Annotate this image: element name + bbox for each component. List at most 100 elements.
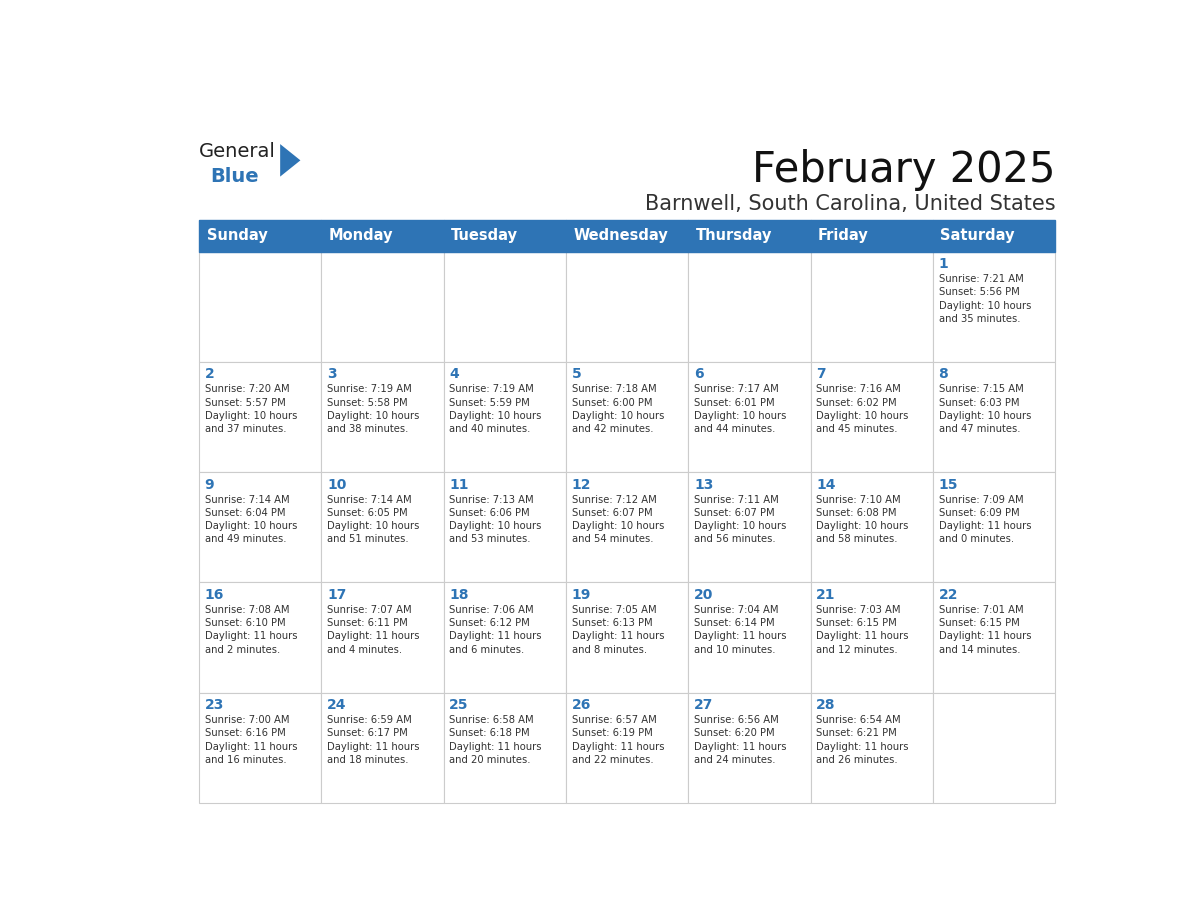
Text: 7: 7	[816, 367, 826, 382]
Text: 13: 13	[694, 477, 713, 492]
Text: Sunrise: 7:18 AM
Sunset: 6:00 PM
Daylight: 10 hours
and 42 minutes.: Sunrise: 7:18 AM Sunset: 6:00 PM Dayligh…	[571, 385, 664, 434]
Text: Sunrise: 7:03 AM
Sunset: 6:15 PM
Daylight: 11 hours
and 12 minutes.: Sunrise: 7:03 AM Sunset: 6:15 PM Dayligh…	[816, 605, 909, 655]
Bar	[933, 692, 1055, 803]
Bar	[322, 362, 444, 472]
Bar	[810, 252, 933, 362]
Bar	[567, 692, 688, 803]
Text: Sunrise: 6:57 AM
Sunset: 6:19 PM
Daylight: 11 hours
and 22 minutes.: Sunrise: 6:57 AM Sunset: 6:19 PM Dayligh…	[571, 715, 664, 765]
Bar	[200, 692, 322, 803]
Bar	[322, 472, 444, 582]
Bar	[933, 362, 1055, 472]
Text: Friday: Friday	[819, 229, 868, 243]
Text: Sunrise: 7:05 AM
Sunset: 6:13 PM
Daylight: 11 hours
and 8 minutes.: Sunrise: 7:05 AM Sunset: 6:13 PM Dayligh…	[571, 605, 664, 655]
Text: 24: 24	[327, 699, 347, 712]
Bar	[567, 219, 688, 252]
Bar	[444, 219, 567, 252]
Text: 20: 20	[694, 588, 713, 602]
Text: 28: 28	[816, 699, 836, 712]
Text: Sunrise: 7:17 AM
Sunset: 6:01 PM
Daylight: 10 hours
and 44 minutes.: Sunrise: 7:17 AM Sunset: 6:01 PM Dayligh…	[694, 385, 786, 434]
Text: Sunrise: 6:58 AM
Sunset: 6:18 PM
Daylight: 11 hours
and 20 minutes.: Sunrise: 6:58 AM Sunset: 6:18 PM Dayligh…	[449, 715, 542, 765]
Bar	[444, 252, 567, 362]
Text: Sunrise: 6:56 AM
Sunset: 6:20 PM
Daylight: 11 hours
and 24 minutes.: Sunrise: 6:56 AM Sunset: 6:20 PM Dayligh…	[694, 715, 786, 765]
Text: Sunrise: 6:59 AM
Sunset: 6:17 PM
Daylight: 11 hours
and 18 minutes.: Sunrise: 6:59 AM Sunset: 6:17 PM Dayligh…	[327, 715, 419, 765]
Bar	[567, 362, 688, 472]
Bar	[444, 692, 567, 803]
Bar	[322, 219, 444, 252]
Bar	[810, 692, 933, 803]
Text: 3: 3	[327, 367, 336, 382]
Bar	[688, 362, 810, 472]
Text: Sunday: Sunday	[207, 229, 267, 243]
Bar	[688, 692, 810, 803]
Bar	[444, 362, 567, 472]
Text: 17: 17	[327, 588, 347, 602]
Text: 22: 22	[939, 588, 958, 602]
Text: 9: 9	[204, 477, 214, 492]
Text: 25: 25	[449, 699, 469, 712]
Text: Sunrise: 7:12 AM
Sunset: 6:07 PM
Daylight: 10 hours
and 54 minutes.: Sunrise: 7:12 AM Sunset: 6:07 PM Dayligh…	[571, 495, 664, 544]
Bar	[810, 582, 933, 692]
Text: 4: 4	[449, 367, 459, 382]
Bar	[933, 472, 1055, 582]
Text: 11: 11	[449, 477, 469, 492]
Bar	[810, 472, 933, 582]
Text: Sunrise: 7:04 AM
Sunset: 6:14 PM
Daylight: 11 hours
and 10 minutes.: Sunrise: 7:04 AM Sunset: 6:14 PM Dayligh…	[694, 605, 786, 655]
Bar	[688, 219, 810, 252]
Text: Saturday: Saturday	[941, 229, 1015, 243]
Text: Sunrise: 6:54 AM
Sunset: 6:21 PM
Daylight: 11 hours
and 26 minutes.: Sunrise: 6:54 AM Sunset: 6:21 PM Dayligh…	[816, 715, 909, 765]
Text: 19: 19	[571, 588, 590, 602]
Bar	[933, 252, 1055, 362]
Text: Sunrise: 7:00 AM
Sunset: 6:16 PM
Daylight: 11 hours
and 16 minutes.: Sunrise: 7:00 AM Sunset: 6:16 PM Dayligh…	[204, 715, 297, 765]
Text: 16: 16	[204, 588, 225, 602]
Text: Sunrise: 7:19 AM
Sunset: 5:58 PM
Daylight: 10 hours
and 38 minutes.: Sunrise: 7:19 AM Sunset: 5:58 PM Dayligh…	[327, 385, 419, 434]
Bar	[322, 582, 444, 692]
Bar	[688, 252, 810, 362]
Bar	[688, 582, 810, 692]
Bar	[200, 252, 322, 362]
Text: Sunrise: 7:15 AM
Sunset: 6:03 PM
Daylight: 10 hours
and 47 minutes.: Sunrise: 7:15 AM Sunset: 6:03 PM Dayligh…	[939, 385, 1031, 434]
Text: February 2025: February 2025	[752, 149, 1055, 191]
Text: 21: 21	[816, 588, 836, 602]
Text: Blue: Blue	[210, 167, 259, 186]
Polygon shape	[280, 144, 301, 176]
Text: Sunrise: 7:08 AM
Sunset: 6:10 PM
Daylight: 11 hours
and 2 minutes.: Sunrise: 7:08 AM Sunset: 6:10 PM Dayligh…	[204, 605, 297, 655]
Text: Sunrise: 7:14 AM
Sunset: 6:05 PM
Daylight: 10 hours
and 51 minutes.: Sunrise: 7:14 AM Sunset: 6:05 PM Dayligh…	[327, 495, 419, 544]
Bar	[322, 252, 444, 362]
Text: 10: 10	[327, 477, 347, 492]
Bar	[567, 252, 688, 362]
Text: Sunrise: 7:11 AM
Sunset: 6:07 PM
Daylight: 10 hours
and 56 minutes.: Sunrise: 7:11 AM Sunset: 6:07 PM Dayligh…	[694, 495, 786, 544]
Text: Monday: Monday	[329, 229, 393, 243]
Text: Sunrise: 7:20 AM
Sunset: 5:57 PM
Daylight: 10 hours
and 37 minutes.: Sunrise: 7:20 AM Sunset: 5:57 PM Dayligh…	[204, 385, 297, 434]
Text: Sunrise: 7:19 AM
Sunset: 5:59 PM
Daylight: 10 hours
and 40 minutes.: Sunrise: 7:19 AM Sunset: 5:59 PM Dayligh…	[449, 385, 542, 434]
Text: Sunrise: 7:09 AM
Sunset: 6:09 PM
Daylight: 11 hours
and 0 minutes.: Sunrise: 7:09 AM Sunset: 6:09 PM Dayligh…	[939, 495, 1031, 544]
Bar	[810, 219, 933, 252]
Bar	[567, 472, 688, 582]
Bar	[444, 582, 567, 692]
Text: 27: 27	[694, 699, 713, 712]
Bar	[322, 692, 444, 803]
Bar	[200, 362, 322, 472]
Text: Sunrise: 7:10 AM
Sunset: 6:08 PM
Daylight: 10 hours
and 58 minutes.: Sunrise: 7:10 AM Sunset: 6:08 PM Dayligh…	[816, 495, 909, 544]
Text: 15: 15	[939, 477, 958, 492]
Text: 2: 2	[204, 367, 214, 382]
Text: Thursday: Thursday	[696, 229, 772, 243]
Bar	[933, 219, 1055, 252]
Bar	[200, 219, 322, 252]
Text: 8: 8	[939, 367, 948, 382]
Text: Sunrise: 7:01 AM
Sunset: 6:15 PM
Daylight: 11 hours
and 14 minutes.: Sunrise: 7:01 AM Sunset: 6:15 PM Dayligh…	[939, 605, 1031, 655]
Text: 6: 6	[694, 367, 703, 382]
Bar	[688, 472, 810, 582]
Text: Barnwell, South Carolina, United States: Barnwell, South Carolina, United States	[645, 194, 1055, 214]
Text: Sunrise: 7:13 AM
Sunset: 6:06 PM
Daylight: 10 hours
and 53 minutes.: Sunrise: 7:13 AM Sunset: 6:06 PM Dayligh…	[449, 495, 542, 544]
Bar	[200, 219, 1055, 221]
Text: Sunrise: 7:21 AM
Sunset: 5:56 PM
Daylight: 10 hours
and 35 minutes.: Sunrise: 7:21 AM Sunset: 5:56 PM Dayligh…	[939, 274, 1031, 324]
Text: 1: 1	[939, 257, 948, 271]
Text: Sunrise: 7:16 AM
Sunset: 6:02 PM
Daylight: 10 hours
and 45 minutes.: Sunrise: 7:16 AM Sunset: 6:02 PM Dayligh…	[816, 385, 909, 434]
Bar	[444, 472, 567, 582]
Text: 5: 5	[571, 367, 581, 382]
Text: 23: 23	[204, 699, 225, 712]
Text: Sunrise: 7:14 AM
Sunset: 6:04 PM
Daylight: 10 hours
and 49 minutes.: Sunrise: 7:14 AM Sunset: 6:04 PM Dayligh…	[204, 495, 297, 544]
Text: Wednesday: Wednesday	[574, 229, 668, 243]
Text: 14: 14	[816, 477, 836, 492]
Text: 12: 12	[571, 477, 592, 492]
